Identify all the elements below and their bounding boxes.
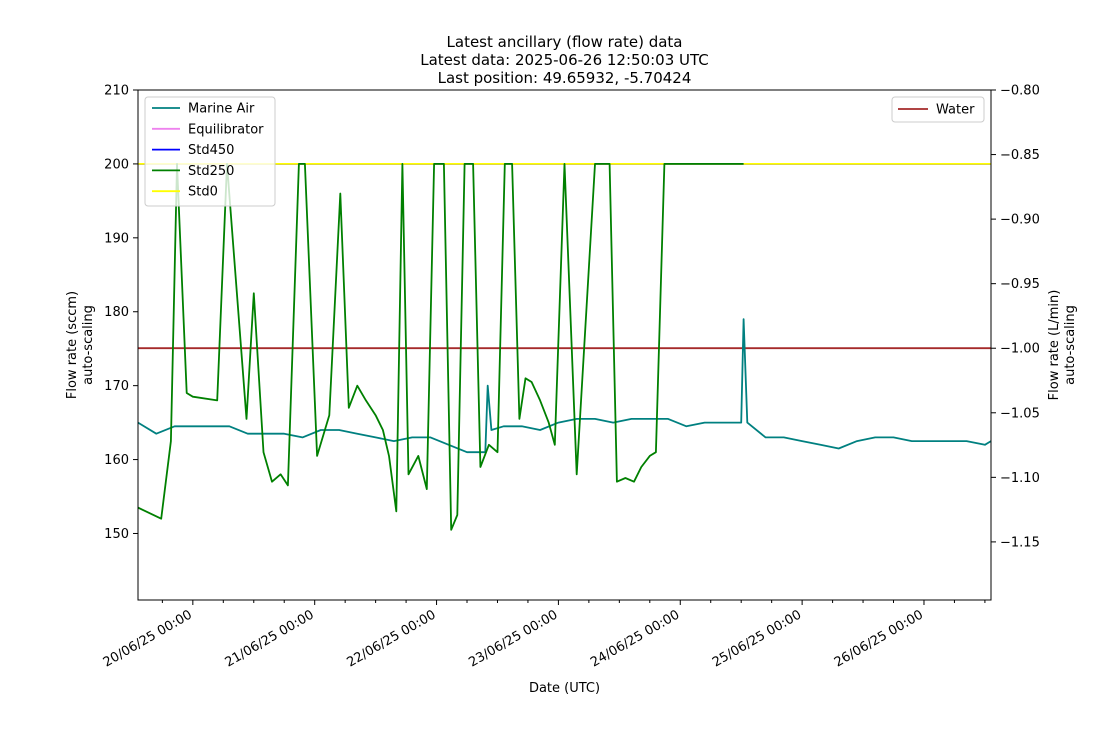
right-axis-label-line-2: auto-scaling (1063, 305, 1078, 385)
left-tick-label-180: 180 (104, 305, 129, 320)
x-axis: 20/06/25 00:00 21/06/25 00:00 22/06/25 00:… (101, 600, 986, 696)
left-axis-label-line-1: Flow rate (sccm) (65, 291, 80, 399)
legend-label-equilibrator: Equilibrator (188, 122, 264, 137)
legend-right-box (891, 96, 985, 123)
legend-label-std250: Std250 (188, 164, 234, 179)
x-tick-label-0: 20/06/25 00:00 (101, 607, 195, 670)
left-tick-label-200: 200 (104, 157, 129, 172)
x-tick-label-6: 26/06/25 00:00 (832, 607, 926, 670)
series-line-std250 (138, 162, 744, 531)
right-tick-label-0: −1.15 (1000, 535, 1040, 550)
legend-label-std0: Std0 (188, 185, 218, 200)
x-axis-label: Date (UTC) (529, 681, 600, 696)
left-y-axis: 150 160 170 180 190 200 210 Flow rate (sccm) aut… (65, 84, 138, 542)
right-tick-label-3: −1.00 (1000, 342, 1040, 357)
left-tick-label-210: 210 (104, 84, 129, 99)
right-tick-label-6: −0.85 (1000, 148, 1040, 163)
title-line-3: Last position: 49.65932, -5.70424 (438, 69, 692, 87)
x-tick-label-1: 21/06/25 00:00 (223, 607, 317, 670)
right-tick-label-7: −0.80 (1000, 84, 1040, 99)
legend-label-water: Water (936, 103, 975, 118)
title-line-2: Latest data: 2025-06-26 12:50:03 UTC (420, 51, 709, 69)
left-axis-label: Flow rate (sccm) auto-scaling (65, 291, 96, 399)
right-axis-label: Flow rate (L/min) auto-scaling (1047, 290, 1078, 401)
right-tick-label-4: −0.95 (1000, 277, 1040, 292)
legend-label-marine-air: Marine Air (188, 102, 255, 117)
left-tick-label-150: 150 (104, 527, 129, 542)
left-tick-label-160: 160 (104, 453, 129, 468)
right-y-axis: −1.15 −1.10 −1.05 −1.00 −0.95 −0.90 −0.85 −0.80… (991, 84, 1078, 550)
legend-left: Marine Air Equilibrator Std450 Std250 Std0 (144, 96, 276, 207)
x-tick-label-4: 24/06/25 00:00 (588, 607, 682, 670)
left-axis-label-line-2: auto-scaling (81, 305, 96, 385)
chart-title: Latest ancillary (flow rate) dataLatest … (420, 33, 709, 87)
right-tick-label-1: −1.10 (1000, 471, 1040, 486)
left-tick-label-170: 170 (104, 379, 129, 394)
x-tick-label-2: 22/06/25 00:00 (344, 607, 438, 670)
right-tick-label-2: −1.05 (1000, 406, 1040, 421)
right-tick-label-5: −0.90 (1000, 213, 1040, 228)
plot-frame (137, 89, 992, 601)
series-line-marine-air (138, 318, 991, 454)
right-axis-label-line-1: Flow rate (L/min) (1047, 290, 1062, 401)
x-tick-label-5: 25/06/25 00:00 (710, 607, 804, 670)
left-tick-label-190: 190 (104, 231, 129, 246)
plot-area (137, 89, 992, 601)
legend-right: Water (891, 96, 985, 123)
legend-label-std450: Std450 (188, 143, 234, 158)
legend-left-box (144, 96, 276, 207)
series-lines (138, 162, 991, 531)
x-tick-label-3: 23/06/25 00:00 (466, 607, 560, 670)
title-line-1: Latest ancillary (flow rate) data (447, 33, 683, 51)
